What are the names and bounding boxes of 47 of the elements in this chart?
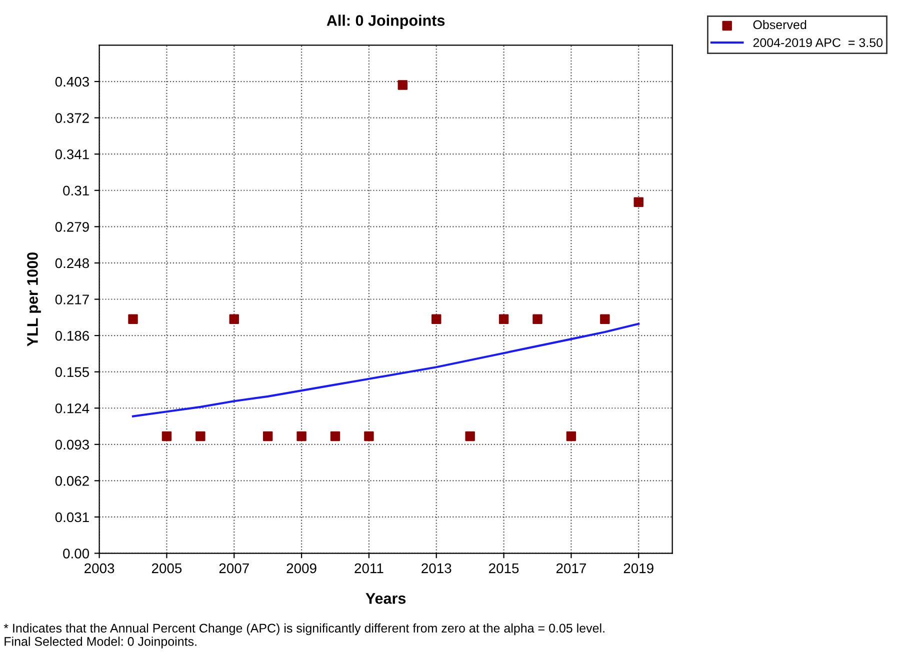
point — [398, 80, 408, 90]
point — [330, 431, 340, 442]
y-tick-label: 0.248 — [55, 258, 89, 268]
y-tick-label: 0.062 — [55, 476, 89, 486]
text: Final Selected Model: 0 Joinpoints. — [4, 636, 196, 648]
point — [262, 431, 273, 442]
point — [498, 314, 509, 324]
y-tick-label: 0.217 — [55, 294, 89, 304]
x-tick-label: 2013 — [422, 563, 452, 574]
y-tick-label: 0.403 — [55, 76, 89, 87]
y-tick-label: 0.279 — [55, 222, 89, 232]
x-tick-label: 2011 — [354, 563, 384, 574]
x-tick-label: 2019 — [624, 563, 654, 574]
point — [364, 431, 374, 442]
y-tick-label: 0.00 — [63, 548, 90, 558]
point — [162, 431, 172, 442]
point — [532, 314, 542, 324]
point — [566, 431, 576, 442]
point — [465, 431, 475, 442]
point — [296, 431, 306, 442]
y-tick-label: 0.372 — [55, 113, 89, 123]
text: * Indicates that the Annual Percent Change (APC) is significantly different from zero at the alpha = 0.05 level. — [4, 623, 604, 636]
point — [229, 314, 239, 324]
point — [600, 314, 610, 324]
x-tick-label: 2007 — [219, 563, 249, 574]
x-tick-label: 2015 — [489, 563, 519, 574]
y-tick-label: 0.093 — [55, 440, 89, 450]
y-axis-title: YLL per 1000 — [27, 252, 41, 346]
point — [432, 314, 442, 324]
x-axis-title: Years — [366, 593, 406, 604]
y-tick-label: 0.155 — [55, 367, 89, 377]
x-tick-label: 2005 — [152, 563, 182, 574]
y-tick-label: 0.31 — [63, 186, 89, 196]
legend-label: Observed — [753, 20, 806, 30]
legend-label: 2004-2019 APC = 3.50 — [753, 38, 883, 48]
chart-title: All: 0 Joinpoints — [326, 14, 445, 29]
x-tick-label: 2003 — [84, 563, 114, 574]
point — [634, 197, 644, 207]
y-tick-label: 0.341 — [55, 149, 89, 160]
y-tick-label: 0.031 — [55, 512, 89, 522]
x-tick-label: 2009 — [286, 563, 316, 574]
line-series — [132, 322, 640, 418]
point — [128, 314, 138, 324]
y-tick-label: 0.124 — [55, 403, 90, 414]
y-tick-label: 0.186 — [55, 330, 89, 341]
point — [196, 431, 206, 442]
x-tick-label: 2017 — [556, 563, 586, 574]
